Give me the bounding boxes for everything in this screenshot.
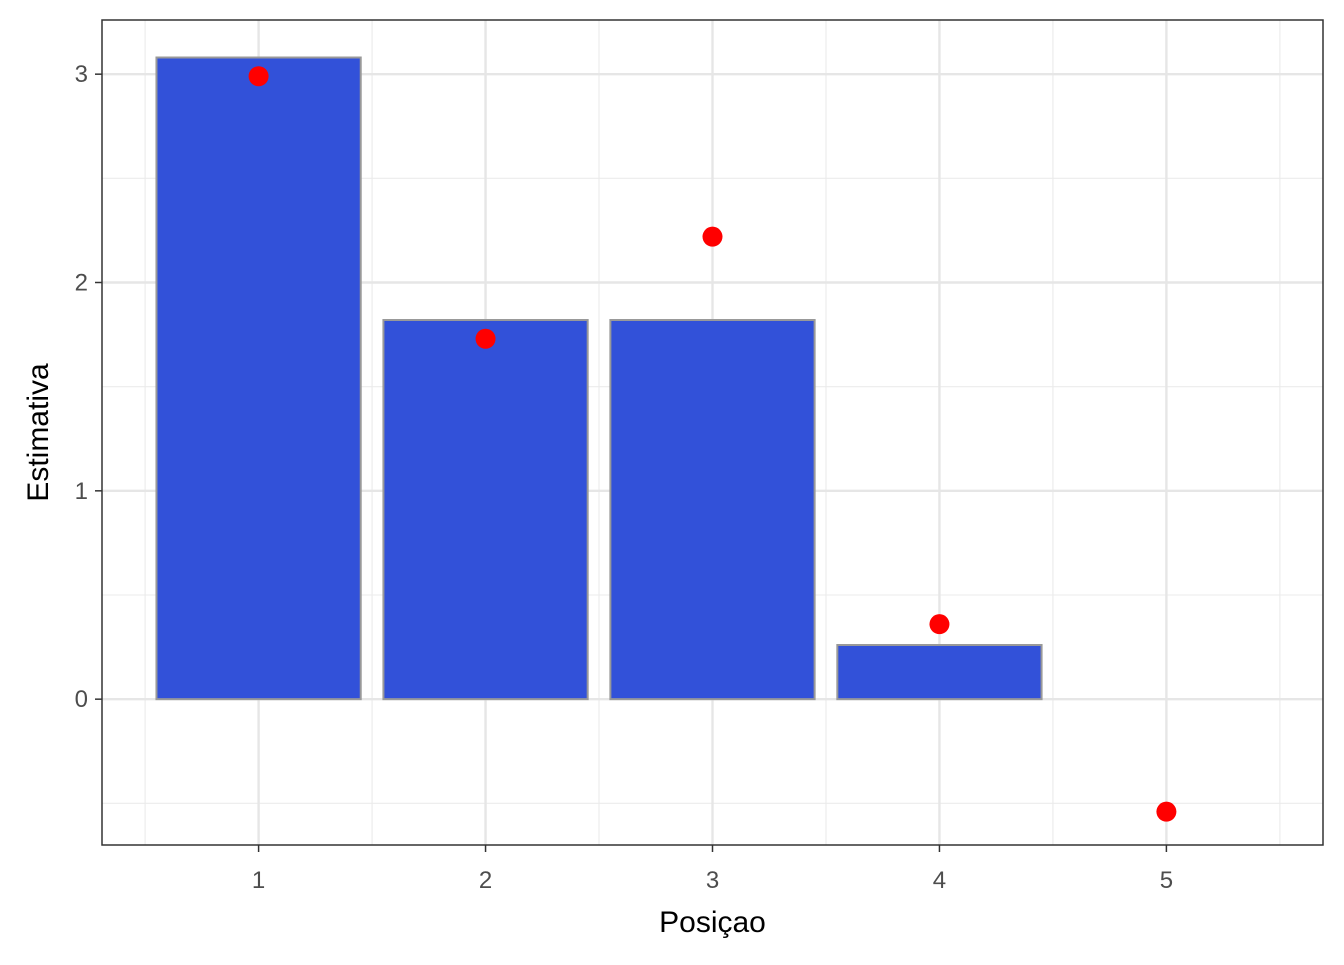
x-axis-ticks: 1 2 3 4 5 <box>252 845 1173 894</box>
point-5 <box>1156 801 1177 822</box>
point-2 <box>475 328 496 349</box>
point-3 <box>702 226 723 247</box>
x-tick-label: 4 <box>933 867 946 894</box>
points <box>248 66 1177 822</box>
point-4 <box>929 614 950 635</box>
y-axis-ticks: 0 1 2 3 <box>75 61 102 713</box>
y-tick-label: 0 <box>75 686 88 713</box>
y-tick-label: 2 <box>75 270 88 297</box>
x-tick-label: 2 <box>479 867 492 894</box>
bar-4 <box>836 644 1043 701</box>
x-axis-title: Posiçao <box>659 906 766 939</box>
x-tick-label: 1 <box>252 867 265 894</box>
bars <box>155 56 1043 701</box>
bar-1 <box>155 56 362 701</box>
point-1 <box>248 66 269 87</box>
x-tick-label: 3 <box>706 867 719 894</box>
y-tick-label: 3 <box>75 61 88 88</box>
bar-2 <box>382 319 589 701</box>
bar-3 <box>609 319 816 701</box>
y-axis-title: Estimativa <box>22 363 55 502</box>
y-tick-label: 1 <box>75 478 88 505</box>
x-tick-label: 5 <box>1160 867 1173 894</box>
